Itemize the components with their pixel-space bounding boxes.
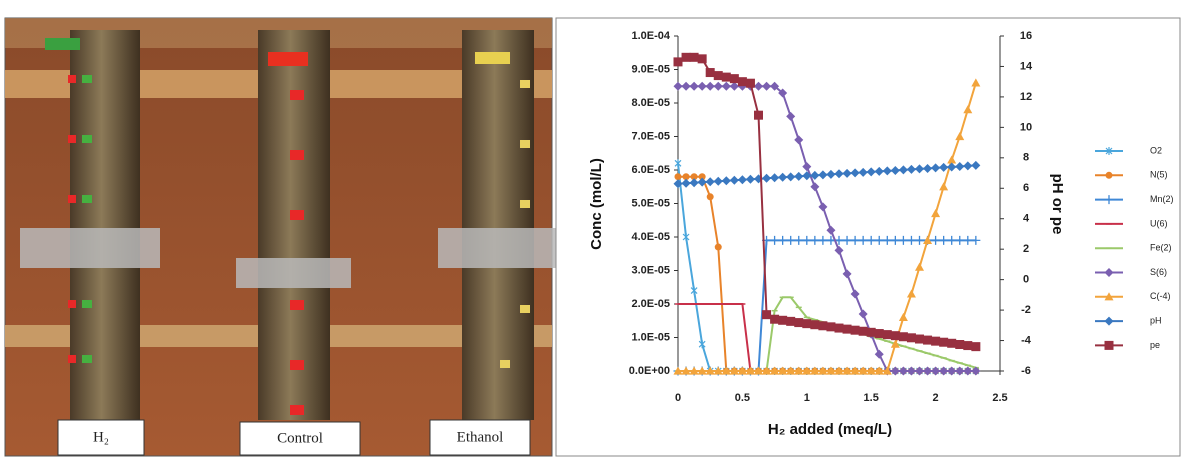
page: H₂ Control Ethanol Conc (mol/L) pH or pe… [0, 0, 1186, 463]
legend-label: S(6) [1150, 267, 1167, 277]
marker [947, 339, 956, 348]
y2-tick-label: -4 [1021, 334, 1032, 346]
y2-tick-label: 4 [1023, 213, 1030, 225]
marker [971, 342, 980, 351]
y2-tick-label: 10 [1020, 121, 1032, 133]
y2-tick-label: 16 [1020, 30, 1032, 42]
marker [706, 68, 715, 77]
marker [859, 327, 868, 336]
photo-label: Ethanol [457, 429, 504, 445]
x-tick-label: 1 [804, 392, 810, 404]
marker [690, 53, 699, 62]
legend-label: C(-4) [1150, 291, 1171, 301]
x-axis-title: H₂ added (meq/L) [768, 421, 892, 438]
y2-tick-label: -6 [1021, 365, 1031, 377]
photo: H₂ Control Ethanol [5, 18, 558, 456]
y-tick-label: 6.0E-05 [631, 164, 670, 176]
y-tick-label: 3.0E-05 [631, 264, 670, 276]
marker [818, 321, 827, 330]
legend-label: N(5) [1150, 170, 1168, 180]
legend-label: O2 [1150, 145, 1162, 155]
marker [891, 331, 900, 340]
marker [826, 322, 835, 331]
marker [963, 341, 972, 350]
marker [794, 318, 803, 327]
legend-label: Mn(2) [1150, 194, 1174, 204]
x-tick-label: 1.5 [864, 392, 879, 404]
y-tick-label: 2.0E-05 [631, 298, 670, 310]
marker [770, 315, 779, 324]
legend-label: Fe(2) [1150, 243, 1172, 253]
marker [754, 111, 763, 120]
marker [843, 325, 852, 334]
marker [923, 336, 932, 345]
marker [714, 71, 723, 80]
photo-label: Control [277, 430, 323, 446]
y-tick-label: 1.0E-04 [631, 30, 670, 42]
marker [939, 338, 948, 347]
marker [778, 316, 787, 325]
marker [722, 73, 731, 82]
marker [810, 320, 819, 329]
marker [674, 57, 683, 66]
y-tick-label: 9.0E-05 [631, 63, 670, 75]
legend-marker [1106, 172, 1113, 179]
marker [762, 310, 771, 319]
marker [707, 193, 714, 200]
y2-tick-label: 6 [1023, 182, 1029, 194]
legend-label: pH [1150, 315, 1162, 325]
legend-label: U(6) [1150, 218, 1168, 228]
x-tick-label: 0.5 [735, 392, 750, 404]
y2-tick-label: -2 [1021, 304, 1031, 316]
marker [867, 328, 876, 337]
x-tick-label: 0 [675, 392, 681, 404]
marker [835, 324, 844, 333]
marker [738, 77, 747, 86]
y2-axis-title: pH or pe [1049, 174, 1066, 235]
marker [675, 173, 682, 180]
marker [907, 333, 916, 342]
x-tick-label: 2.5 [992, 392, 1007, 404]
y2-tick-label: 12 [1020, 91, 1032, 103]
y2-tick-label: 2 [1023, 243, 1029, 255]
marker [730, 74, 739, 83]
marker [931, 337, 940, 346]
marker [698, 54, 707, 63]
marker [715, 244, 722, 251]
marker [915, 335, 924, 344]
y-axis-title: Conc (mol/L) [588, 158, 605, 250]
marker [875, 329, 884, 338]
marker [682, 53, 691, 62]
y-tick-label: 8.0E-05 [631, 97, 670, 109]
marker [955, 340, 964, 349]
y-tick-label: 7.0E-05 [631, 130, 670, 142]
y2-tick-label: 8 [1023, 152, 1029, 164]
marker [746, 79, 755, 88]
y-tick-label: 5.0E-05 [631, 197, 670, 209]
photo-label: H₂ [93, 429, 109, 445]
marker [899, 332, 908, 341]
x-tick-label: 2 [933, 392, 939, 404]
marker [802, 319, 811, 328]
legend-marker [1105, 341, 1114, 350]
y2-tick-label: 14 [1020, 60, 1033, 72]
legend-label: pe [1150, 340, 1160, 350]
marker [883, 330, 892, 339]
y-tick-label: 1.0E-05 [631, 331, 670, 343]
y-tick-label: 4.0E-05 [631, 231, 670, 243]
y2-tick-label: 0 [1023, 274, 1029, 286]
marker [851, 326, 860, 335]
y-tick-label: 0.0E+00 [629, 365, 670, 377]
marker [786, 317, 795, 326]
